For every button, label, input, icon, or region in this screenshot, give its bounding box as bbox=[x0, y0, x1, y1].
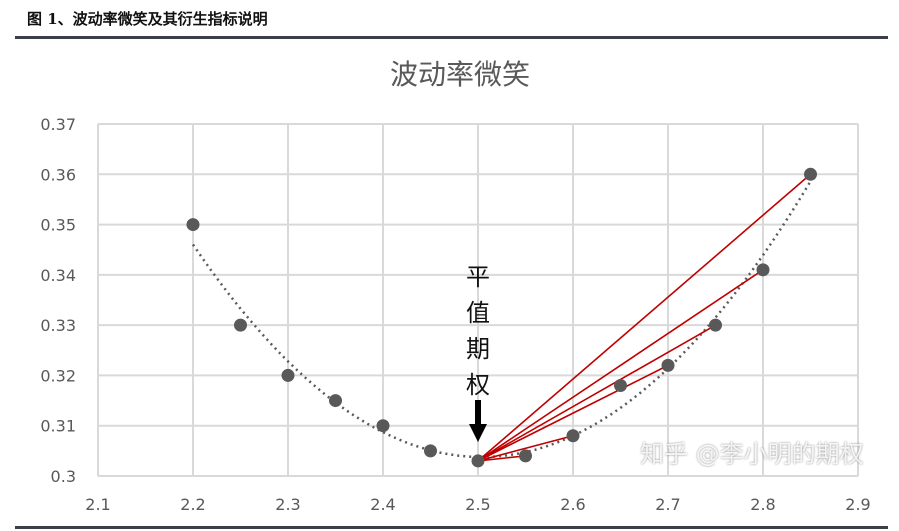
data-point bbox=[281, 368, 295, 382]
x-tick-label: 2.1 bbox=[85, 495, 110, 514]
y-tick-label: 0.37 bbox=[40, 115, 76, 134]
y-tick-label: 0.36 bbox=[40, 165, 76, 184]
atm-label-char: 期 bbox=[466, 335, 490, 363]
slope-line bbox=[477, 269, 764, 462]
chart-title: 波动率微笑 bbox=[390, 58, 530, 91]
data-point bbox=[756, 263, 770, 277]
data-point bbox=[471, 454, 485, 468]
data-point bbox=[234, 318, 247, 332]
data-point bbox=[186, 218, 200, 232]
atm-label-char: 权 bbox=[466, 371, 490, 399]
slope-line bbox=[477, 364, 669, 462]
y-tick-label: 0.33 bbox=[40, 316, 76, 335]
atm-label-char: 值 bbox=[466, 299, 490, 327]
y-tick-label: 0.32 bbox=[40, 366, 76, 385]
watermark: 知乎 @李小明的期权 bbox=[640, 440, 864, 468]
x-tick-label: 2.9 bbox=[845, 495, 870, 514]
atm-label-char: 平 bbox=[466, 263, 490, 291]
data-point bbox=[329, 394, 342, 408]
x-tick-label: 2.2 bbox=[180, 495, 205, 514]
bottom-rule bbox=[15, 526, 888, 529]
data-point bbox=[519, 449, 532, 463]
atm-arrow-icon bbox=[469, 424, 487, 442]
x-tick-label: 2.3 bbox=[275, 495, 300, 514]
x-tick-label: 2.8 bbox=[750, 495, 775, 514]
y-tick-label: 0.31 bbox=[40, 417, 76, 436]
x-tick-label: 2.6 bbox=[560, 495, 585, 514]
y-tick-label: 0.34 bbox=[40, 266, 76, 285]
y-tick-label: 0.35 bbox=[40, 216, 76, 235]
data-point bbox=[804, 167, 817, 181]
data-point bbox=[661, 358, 675, 372]
figure-title: 图 1、波动率微笑及其衍生指标说明 bbox=[27, 10, 268, 28]
data-point bbox=[376, 419, 390, 433]
x-tick-label: 2.4 bbox=[370, 495, 395, 514]
data-point bbox=[614, 378, 627, 392]
atm-arrow-shaft bbox=[475, 400, 481, 426]
data-point bbox=[709, 318, 722, 332]
data-point bbox=[424, 444, 437, 458]
x-tick-label: 2.7 bbox=[655, 495, 680, 514]
x-tick-label: 2.5 bbox=[465, 495, 490, 514]
slope-line bbox=[477, 324, 716, 462]
slope-line bbox=[477, 173, 812, 462]
data-point bbox=[566, 429, 580, 443]
y-tick-label: 0.3 bbox=[51, 467, 76, 486]
slope-line bbox=[477, 434, 574, 462]
slope-line bbox=[477, 455, 526, 462]
top-rule bbox=[15, 36, 888, 39]
